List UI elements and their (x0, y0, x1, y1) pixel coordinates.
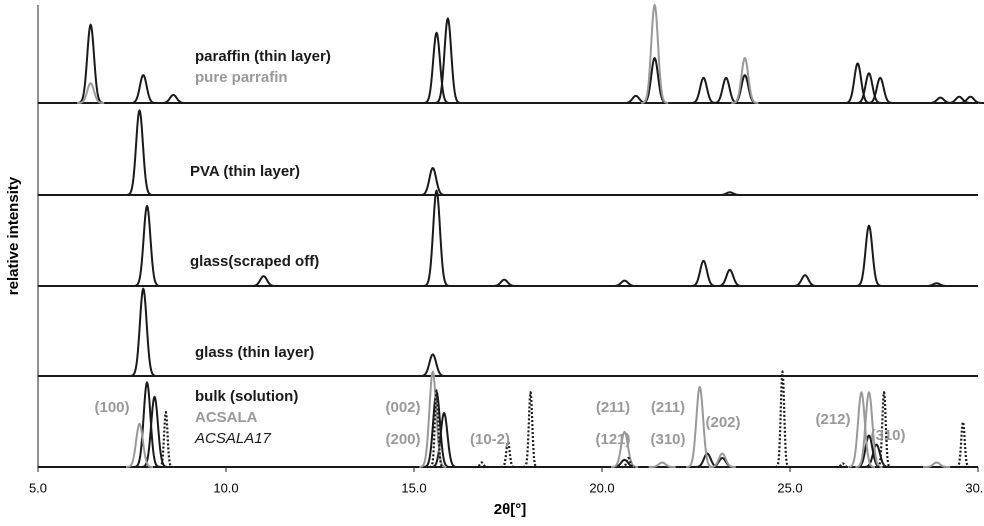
peak (418, 353, 447, 377)
peak (715, 268, 744, 287)
peak (433, 17, 462, 104)
peak (610, 279, 639, 287)
peak (693, 452, 722, 468)
peak (715, 191, 744, 196)
peak (876, 391, 892, 469)
peak (125, 422, 154, 468)
y-axis-label: relative intensity (5, 176, 22, 295)
peak (685, 385, 714, 468)
peak (648, 461, 677, 468)
series-label: glass (thin layer) (195, 344, 314, 361)
peak (490, 278, 519, 287)
miller-index: (10-2) (470, 431, 510, 448)
x-axis-label: 2θ[°] (494, 501, 526, 518)
peak (847, 391, 876, 468)
x-tick-label: 10.0 (213, 480, 238, 495)
peak (140, 395, 169, 468)
peak (500, 440, 516, 469)
peak (945, 95, 974, 104)
peak (76, 23, 105, 104)
x-tick-label: 5.0 (29, 480, 47, 495)
series-label: PVA (thin layer) (190, 163, 300, 180)
peak (430, 412, 458, 468)
miller-index: (121) (595, 431, 630, 448)
peak (129, 287, 158, 377)
peak (133, 381, 161, 468)
peak (708, 452, 737, 468)
peak (866, 76, 895, 104)
peak (523, 391, 539, 469)
peak (620, 456, 636, 469)
peak (922, 461, 951, 468)
miller-index: (100) (94, 399, 129, 416)
peak (640, 57, 669, 104)
peak (843, 62, 872, 104)
peak (422, 31, 451, 104)
peak (689, 76, 718, 104)
peak (129, 74, 158, 104)
peak (125, 109, 154, 196)
peak (76, 82, 105, 104)
peak (422, 189, 451, 287)
miller-index: (211) (651, 399, 685, 416)
peak (731, 74, 759, 104)
peak (474, 461, 490, 469)
peak (418, 167, 447, 196)
miller-index: (212) (815, 411, 850, 428)
peak (922, 282, 951, 287)
peak (159, 93, 188, 104)
peak (429, 389, 445, 469)
series-label: ACSALA17 (194, 430, 272, 447)
series-label: glass(scraped off) (190, 253, 319, 270)
peak (158, 411, 174, 469)
miller-index: (002) (385, 399, 420, 416)
x-tick-label: 25.0 (777, 480, 802, 495)
peak (855, 72, 883, 104)
peak (835, 462, 851, 469)
x-tick-label: 15.0 (401, 480, 426, 495)
peak (249, 275, 278, 287)
miller-index: (310) (650, 431, 685, 448)
peak (731, 57, 759, 104)
x-tick-label: 20.0 (589, 480, 614, 495)
peak (610, 430, 639, 468)
peak (774, 370, 791, 469)
series-label: bulk (solution) (195, 388, 298, 405)
peak (855, 224, 883, 287)
miller-index: (310) (870, 427, 905, 444)
x-tick-label: 30.0 (965, 480, 984, 495)
miller-index: (211) (596, 399, 630, 416)
peak (955, 420, 971, 469)
series-label: paraffin (thin layer) (195, 48, 331, 65)
peak (855, 391, 883, 468)
peak (712, 76, 740, 104)
peak (133, 204, 161, 287)
peak (956, 95, 984, 104)
peak (689, 259, 718, 287)
miller-index: (202) (705, 414, 740, 431)
peak (640, 3, 669, 104)
peak (791, 274, 819, 287)
peak (862, 443, 891, 468)
series-label: ACSALA (195, 409, 258, 426)
miller-index: (200) (385, 431, 420, 448)
series-label: pure parrafin (195, 69, 288, 86)
